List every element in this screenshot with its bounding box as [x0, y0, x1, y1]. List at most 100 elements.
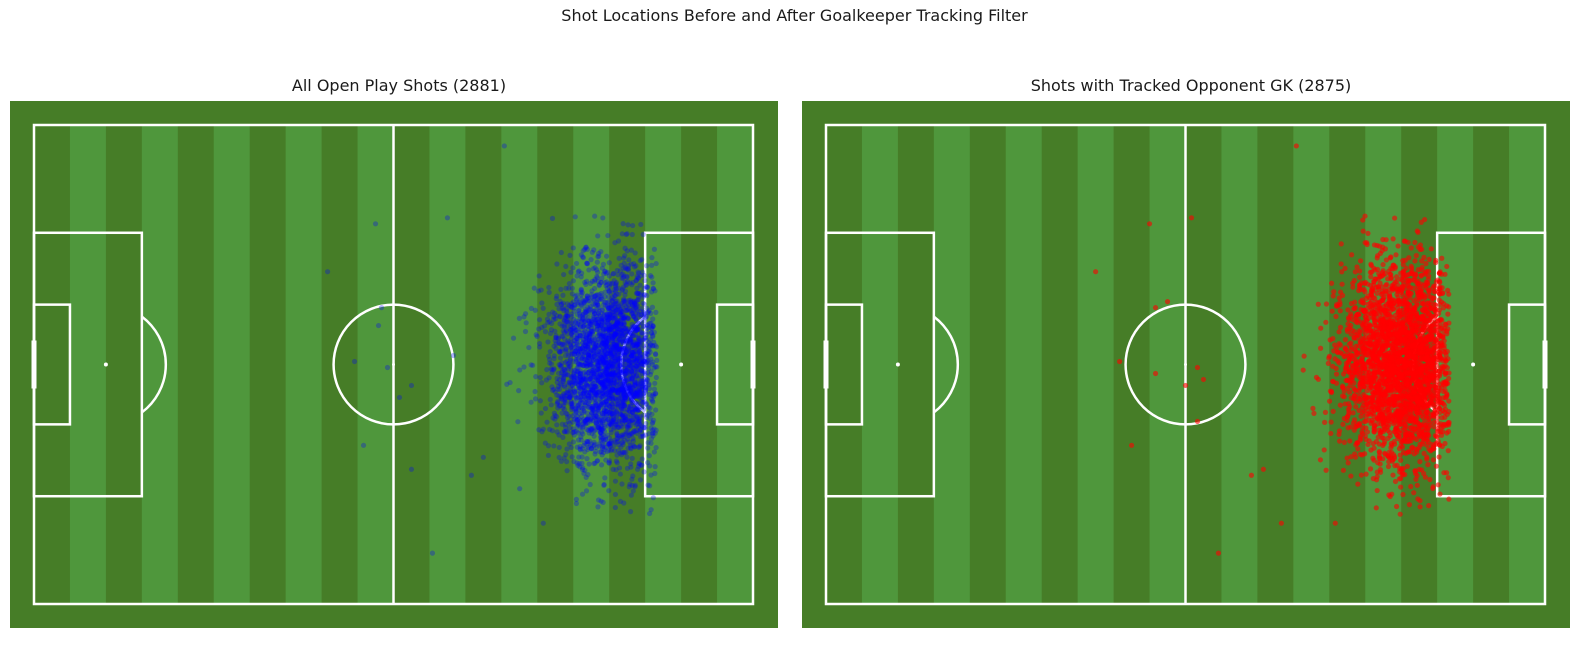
shot-point [576, 268, 582, 274]
shot-point [557, 314, 563, 320]
shot-point [627, 358, 633, 365]
shot-point [623, 332, 629, 338]
shot-point [607, 387, 613, 393]
shot-point [649, 255, 655, 261]
shot-point [593, 403, 599, 409]
shot-point [627, 387, 633, 394]
shot-point [624, 349, 630, 355]
shot-point [633, 315, 639, 322]
shot-point [640, 433, 646, 439]
shot-point [633, 412, 639, 419]
shot-point [574, 420, 580, 426]
shot-point [613, 306, 619, 313]
shot-point [620, 434, 626, 440]
shot-point [574, 376, 581, 382]
shot-point [631, 348, 638, 355]
shot-point [601, 379, 607, 385]
shot-point [649, 304, 656, 310]
shot-point [533, 332, 539, 338]
shot-point [633, 422, 639, 428]
shot-point [585, 416, 591, 422]
shot-point [605, 336, 611, 342]
shot-point [613, 328, 619, 334]
shot-point [602, 268, 608, 274]
shot-point [621, 314, 627, 321]
shot-point [618, 435, 624, 441]
shot-point [641, 272, 647, 279]
shot-point [585, 342, 591, 348]
shot-point [635, 311, 642, 317]
shot-point [609, 354, 615, 360]
shot-point [579, 345, 586, 351]
shot-point [636, 444, 643, 450]
shot-point [597, 330, 604, 336]
shot-point [639, 269, 646, 275]
shot-point [608, 328, 615, 335]
shot-point [568, 326, 574, 333]
shot-point [624, 274, 630, 280]
shot-point [576, 422, 582, 428]
shot-point [1323, 301, 1330, 307]
shot-point [624, 424, 630, 430]
shot-point [628, 247, 635, 253]
shot-point [635, 444, 641, 450]
shot-point [603, 329, 609, 335]
shot-point [586, 352, 592, 358]
shot-point [594, 259, 600, 265]
shot-point [613, 341, 619, 348]
shot-point [616, 255, 622, 261]
shot-point [610, 394, 616, 401]
shot-point [630, 279, 636, 286]
shot-point [598, 438, 604, 444]
shot-point [613, 321, 620, 327]
shot-point [590, 366, 596, 372]
shot-point [623, 394, 629, 400]
shot-point [583, 474, 589, 480]
shot-point [601, 311, 607, 317]
shot-point [643, 355, 649, 361]
shot-point [549, 384, 555, 390]
shot-point [614, 319, 620, 325]
shot-point [396, 394, 403, 401]
shot-point [622, 357, 628, 363]
shot-point [607, 440, 613, 447]
shot-point [622, 371, 628, 378]
shot-point [593, 417, 600, 423]
shot-point [605, 350, 611, 356]
shot-point [595, 301, 601, 308]
shot-point [618, 347, 624, 353]
shot-point [632, 407, 639, 413]
shot-point [629, 342, 636, 348]
shot-point [561, 428, 567, 435]
shot-point [609, 387, 615, 393]
shot-point [571, 377, 577, 383]
shot-point [580, 391, 586, 397]
shot-point [629, 476, 635, 482]
shot-point [628, 393, 634, 399]
shot-point [552, 412, 558, 419]
shot-point [643, 380, 649, 386]
shot-point [653, 344, 660, 350]
shot-point [606, 327, 612, 334]
shot-point [649, 393, 655, 399]
shot-point [645, 309, 652, 315]
shot-point [566, 413, 572, 420]
shot-point [640, 358, 646, 364]
shot-point [596, 250, 602, 257]
shot-point [613, 413, 619, 420]
shot-point [586, 330, 593, 337]
shot-point [643, 359, 649, 366]
shot-point [593, 370, 599, 377]
shot-point [633, 400, 640, 406]
shot-point [623, 367, 630, 374]
shot-point [581, 318, 588, 324]
shot-point [586, 333, 592, 340]
shot-point [601, 437, 607, 443]
shot-point [604, 361, 610, 367]
shot-point [647, 371, 653, 378]
shot-point [1370, 455, 1376, 461]
shot-point [556, 393, 562, 399]
shot-point [1408, 245, 1414, 251]
shot-point [620, 310, 626, 316]
shot-point [609, 393, 615, 399]
